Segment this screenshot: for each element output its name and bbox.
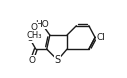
Text: O: O [31,23,38,32]
Text: Cl: Cl [97,33,106,42]
Text: O: O [26,34,33,43]
Text: S: S [55,55,61,65]
Text: CH₃: CH₃ [27,31,42,40]
Text: HO: HO [35,20,49,29]
Text: O: O [28,56,35,65]
